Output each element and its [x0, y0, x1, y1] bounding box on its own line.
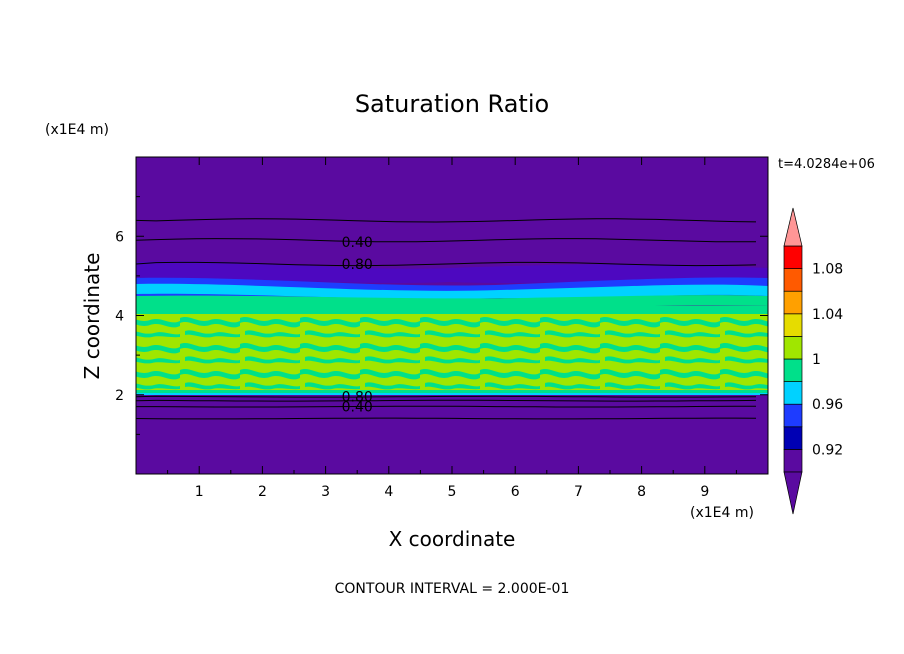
colorbar-swatch	[783, 358, 803, 382]
chart-title: Saturation Ratio	[355, 90, 549, 118]
dark-band	[136, 261, 768, 283]
time-label: t=4.0284e+06	[778, 157, 875, 172]
colorbar: 0.92 0.96 1 1.04 1.08	[783, 207, 843, 515]
plot-area: 0.400.800.800.40	[135, 156, 769, 475]
cyan-band	[136, 283, 768, 299]
x-axis-label: X coordinate	[389, 527, 516, 551]
contour-lines	[135, 218, 757, 420]
colorbar-swatch	[783, 290, 803, 315]
x-tick-label: 3	[321, 484, 330, 500]
contour-line	[135, 399, 757, 402]
x-tick-label: 5	[448, 484, 457, 500]
contour-interval-note: CONTOUR INTERVAL = 2.000E-01	[335, 581, 570, 597]
contour-line	[135, 261, 757, 267]
y-tick-label: 4	[115, 309, 124, 325]
contour-line	[135, 395, 757, 398]
x-tick-label: 6	[511, 484, 520, 500]
contour-line	[135, 417, 757, 420]
contour-label: 0.80	[342, 257, 373, 273]
colorbar-swatch	[783, 336, 803, 360]
contour-line	[135, 218, 757, 223]
contour-line	[136, 405, 757, 408]
colorbar-label: 0.96	[812, 397, 843, 413]
colorbar-swatch	[783, 449, 803, 473]
cloud-base-edge	[136, 390, 768, 394]
y-unit-label: (x1E4 m)	[45, 122, 109, 138]
x-tick-label: 9	[700, 484, 709, 500]
green-band	[136, 295, 768, 309]
contour-label: 0.40	[342, 400, 373, 416]
x-tick-label: 8	[637, 484, 646, 500]
colorbar-label: 0.92	[812, 442, 843, 458]
x-tick-label: 7	[574, 484, 583, 500]
y-axis-ticks: 2 4 6	[115, 196, 768, 435]
colorbar-label: 1.04	[812, 307, 843, 323]
colorbar-swatch	[783, 268, 803, 292]
contour-labels: 0.400.800.800.40	[342, 235, 373, 416]
x-unit-label: (x1E4 m)	[690, 505, 754, 521]
cloud-top-edge	[136, 306, 768, 314]
x-axis-ticks: 1 2 3 4 5 6 7 8 9	[167, 157, 737, 500]
colorbar-label: 1	[812, 352, 821, 368]
x-tick-label: 2	[258, 484, 267, 500]
contour-label: 0.40	[342, 235, 373, 251]
colorbar-swatch	[783, 426, 803, 450]
colorbar-swatch	[783, 313, 803, 337]
x-tick-label: 1	[195, 484, 204, 500]
contour-line	[135, 238, 757, 243]
colorbar-swatch	[783, 403, 803, 428]
cloud-layer	[136, 308, 768, 394]
x-tick-label: 4	[384, 484, 393, 500]
y-tick-label: 6	[115, 229, 124, 245]
colorbar-swatch	[783, 381, 803, 405]
y-tick-label: 2	[115, 388, 124, 404]
contour-label: 0.80	[342, 390, 373, 406]
colorbar-swatch	[783, 245, 803, 269]
colorbar-under-triangle	[783, 471, 803, 515]
y-axis-label: Z coordinate	[80, 253, 104, 380]
colorbar-over-triangle	[783, 207, 803, 247]
colorbar-label: 1.08	[812, 262, 843, 278]
